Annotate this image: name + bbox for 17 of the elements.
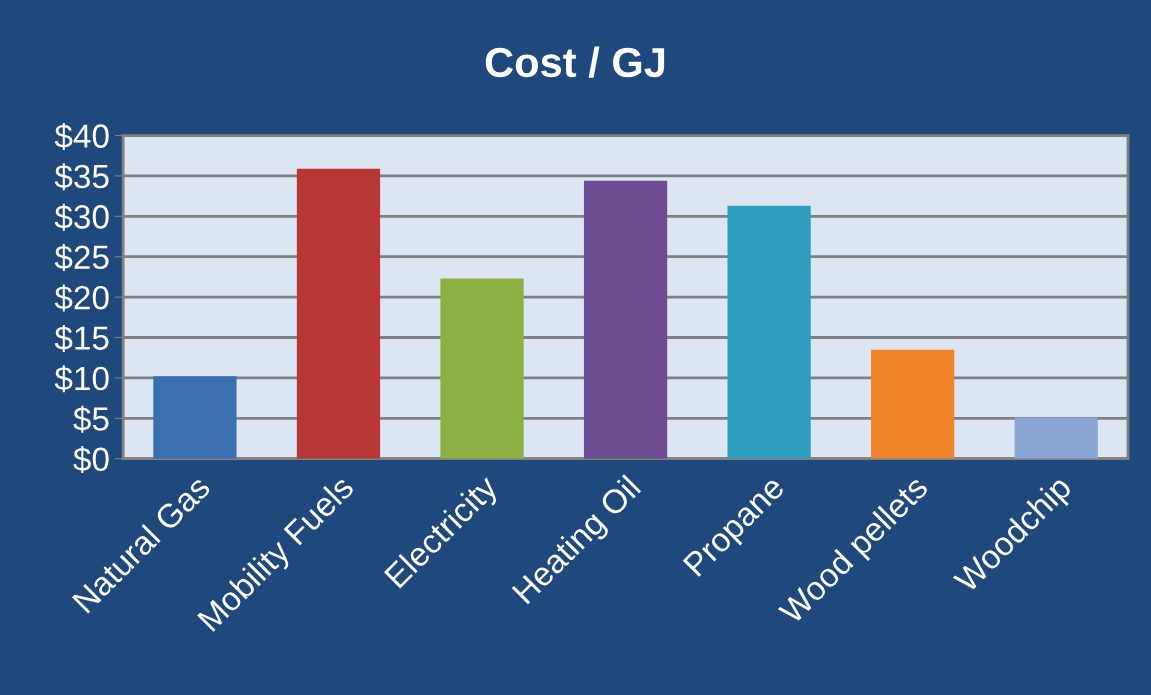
y-tick-label: $30 [54, 203, 109, 231]
bar [583, 180, 668, 459]
y-tick-label: $35 [54, 163, 109, 191]
bar [871, 349, 955, 459]
y-tick-label: $15 [54, 324, 109, 352]
bar [1014, 417, 1098, 459]
bar [153, 376, 237, 459]
y-tick-label: $0 [73, 446, 109, 474]
y-tick-label: $40 [54, 122, 109, 150]
y-tick-label: $10 [54, 365, 109, 393]
y-tick-label: $5 [73, 405, 109, 433]
y-tick-label: $25 [54, 244, 109, 272]
bar [727, 205, 811, 459]
y-tick-label: $20 [54, 284, 109, 312]
bar [440, 278, 524, 459]
bar [296, 168, 381, 459]
chart-title: Cost / GJ [485, 46, 665, 78]
